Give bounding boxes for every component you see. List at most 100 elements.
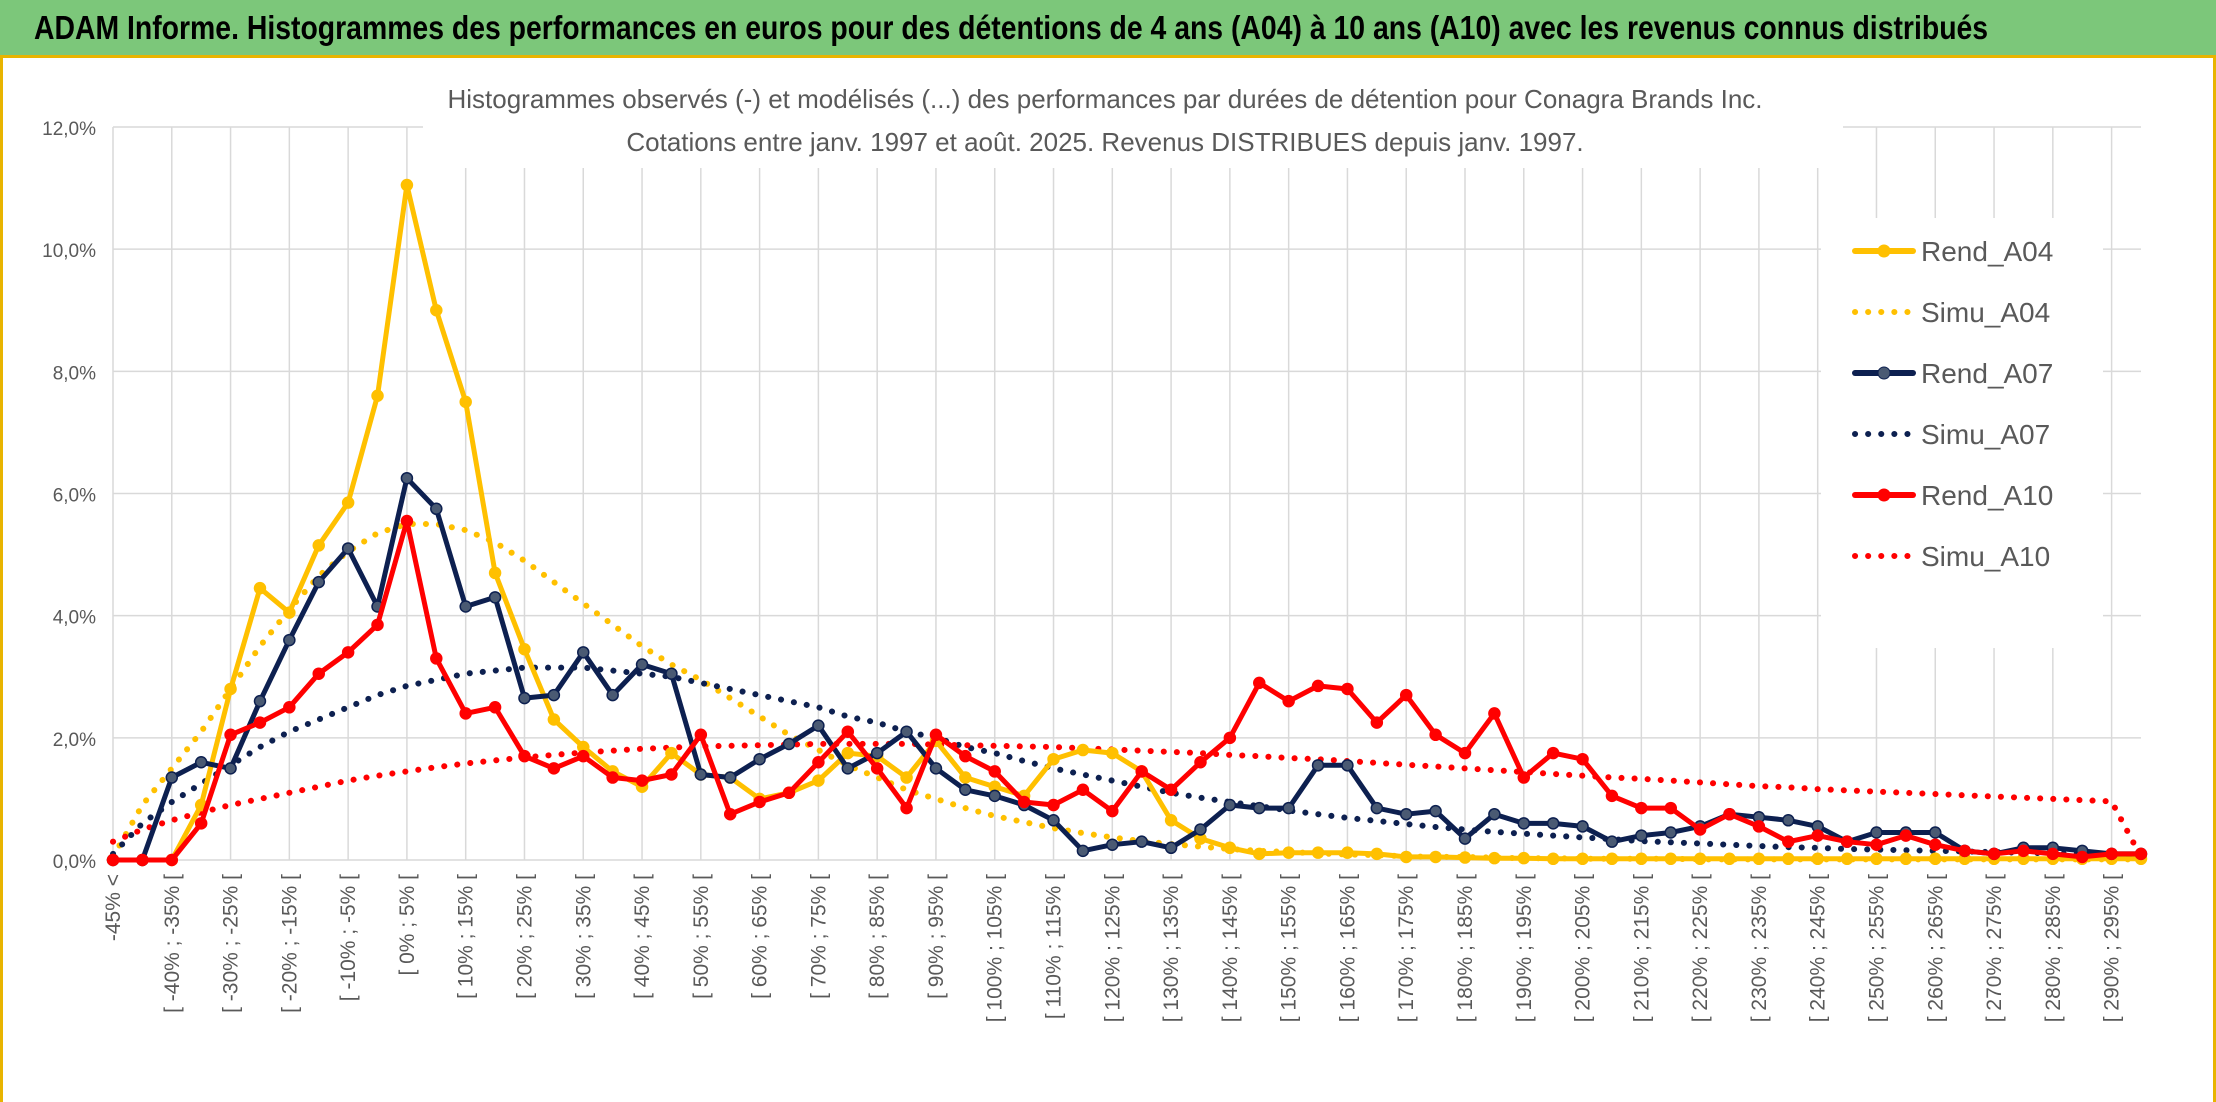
data-point-rend-a07 [1546, 817, 1560, 830]
data-point-rend-a10 [1605, 789, 1619, 803]
data-point-rend-a04 [1782, 852, 1795, 866]
data-point-rend-a10 [136, 853, 149, 867]
data-point-rend-a04 [547, 713, 561, 726]
x-tick-label: [ 120% ; 125% [ [1101, 874, 1124, 1022]
data-point-rend-a10 [1693, 823, 1707, 836]
data-point-rend-a04 [400, 178, 414, 192]
data-point-rend-a10 [2134, 847, 2148, 861]
data-point-rend-a07 [723, 771, 737, 784]
data-point-rend-a07 [224, 762, 237, 775]
x-tick-label: [ 10% ; 15% [ [455, 874, 478, 999]
data-point-rend-a07 [488, 591, 502, 604]
data-point-rend-a07 [1282, 801, 1295, 815]
x-tick-label: [ 90% ; 95% [ [925, 874, 948, 999]
data-point-rend-a04 [1605, 852, 1619, 866]
data-point-rend-a10 [1899, 829, 1913, 842]
data-point-rend-a07 [988, 789, 1001, 803]
data-point-rend-a07 [165, 771, 179, 784]
data-point-rend-a10 [2105, 847, 2118, 861]
data-point-rend-a04 [1546, 852, 1560, 866]
x-tick-label: [ 200% ; 205% [ [1572, 874, 1595, 1022]
x-axis-labels: -45% < [ -40% ; -35% [[ -30% ; -25% [[ -2… [102, 874, 2124, 1022]
x-tick-label: [ 180% ; 185% [ [1454, 874, 1477, 1022]
x-tick-label: [ 60% ; 65% [ [749, 874, 772, 999]
x-tick-label: [ 190% ; 195% [ [1513, 874, 1536, 1022]
data-point-rend-a04 [371, 389, 384, 403]
data-point-rend-a04 [1106, 746, 1119, 760]
data-point-rend-a10 [224, 728, 237, 742]
data-point-rend-a10 [1076, 783, 1090, 797]
data-point-rend-a10 [1429, 728, 1442, 742]
header-banner: ADAM Informe. Histogrammes des performan… [0, 0, 2216, 58]
series-line-rend-a07 [110, 475, 2144, 863]
data-point-rend-a10 [283, 701, 296, 714]
data-point-rend-a04 [1811, 852, 1824, 866]
series-line-rend-a04 [110, 182, 2144, 863]
data-point-rend-a10 [635, 774, 649, 787]
data-point-rend-a04 [488, 566, 502, 580]
grid [112, 126, 2141, 861]
data-point-rend-a07 [1429, 804, 1442, 818]
data-point-rend-a07 [1253, 801, 1266, 815]
x-tick-label: [ 280% ; 285% [ [2042, 874, 2065, 1022]
data-point-rend-a10 [1106, 804, 1119, 818]
data-point-rend-a07 [283, 633, 296, 647]
data-point-rend-a10 [1635, 801, 1648, 815]
legend: Rend_A04 Simu_A04 Rend_A07 Simu_A07 Rend_A10… [1852, 236, 2053, 572]
data-point-rend-a04 [224, 682, 237, 696]
data-point-rend-a04 [1076, 743, 1090, 757]
x-tick-label: [ 150% ; 155% [ [1278, 874, 1301, 1022]
chart-subtitle: Cotations entre janv. 1997 et août. 2025… [626, 127, 1583, 157]
data-point-rend-a04 [1693, 852, 1707, 866]
chart-frame: 0,0% 2,0% 4,0% 6,0% 8,0% 10,0% 12,0% -45% < [ -… [0, 58, 2216, 1102]
y-tick-label: 12,0% [42, 119, 96, 140]
data-point-rend-a04 [1899, 852, 1913, 866]
data-point-rend-a07 [1106, 838, 1119, 851]
data-point-rend-a07 [1341, 759, 1354, 772]
data-point-rend-a07 [635, 658, 649, 671]
data-point-rend-a10 [1782, 835, 1795, 848]
x-tick-label: [ 80% ; 85% [ [866, 874, 889, 999]
data-point-rend-a10 [2046, 847, 2060, 861]
x-tick-label: [ 270% ; 275% [ [1983, 874, 2006, 1022]
data-point-rend-a10 [488, 701, 502, 714]
legend-label-simu-a10: Simu_A10 [1921, 541, 2050, 572]
data-point-rend-a04 [1723, 852, 1736, 866]
x-tick-label: [ 220% ; 225% [ [1689, 874, 1712, 1022]
data-point-rend-a07 [1517, 817, 1531, 830]
chart-title: Histogrammes observés (-) et modélisés (… [447, 84, 1762, 114]
data-point-rend-a10 [2075, 850, 2089, 864]
x-tick-label: [ 20% ; 25% [ [513, 874, 536, 999]
data-point-rend-a04 [1458, 851, 1472, 864]
legend-label-simu-a07: Simu_A07 [1921, 419, 2050, 450]
data-point-rend-a10 [577, 749, 590, 763]
data-point-rend-a10 [841, 725, 855, 738]
x-tick-label: [ 290% ; 295% [ [2101, 874, 2124, 1022]
data-point-rend-a10 [753, 795, 766, 809]
data-point-rend-a07 [1399, 807, 1413, 821]
data-point-rend-a04 [1047, 752, 1060, 766]
data-point-rend-a07 [959, 783, 972, 797]
data-point-rend-a10 [723, 807, 737, 821]
x-tick-label: [ 210% ; 215% [ [1630, 874, 1653, 1022]
data-point-rend-a07 [518, 691, 531, 705]
data-point-rend-a04 [1840, 852, 1854, 866]
data-point-rend-a07 [1194, 823, 1207, 836]
data-point-rend-a07 [1870, 826, 1883, 839]
data-point-rend-a10 [2017, 844, 2030, 858]
data-point-rend-a10 [1723, 807, 1736, 821]
data-point-rend-a10 [1811, 829, 1824, 842]
data-point-rend-a10 [1253, 676, 1266, 690]
data-point-rend-a10 [253, 716, 267, 729]
x-tick-label: [ 130% ; 135% [ [1160, 874, 1183, 1022]
data-point-rend-a04 [518, 643, 531, 656]
data-point-rend-a04 [1488, 851, 1501, 865]
data-point-rend-a10 [1399, 688, 1413, 702]
data-point-rend-a04 [430, 304, 443, 317]
data-point-rend-a04 [1370, 847, 1384, 861]
data-point-rend-a04 [1429, 850, 1442, 864]
data-point-rend-a04 [341, 496, 355, 509]
data-point-rend-a04 [959, 771, 972, 784]
data-point-rend-a07 [1576, 820, 1589, 833]
data-point-rend-a07 [841, 762, 855, 775]
